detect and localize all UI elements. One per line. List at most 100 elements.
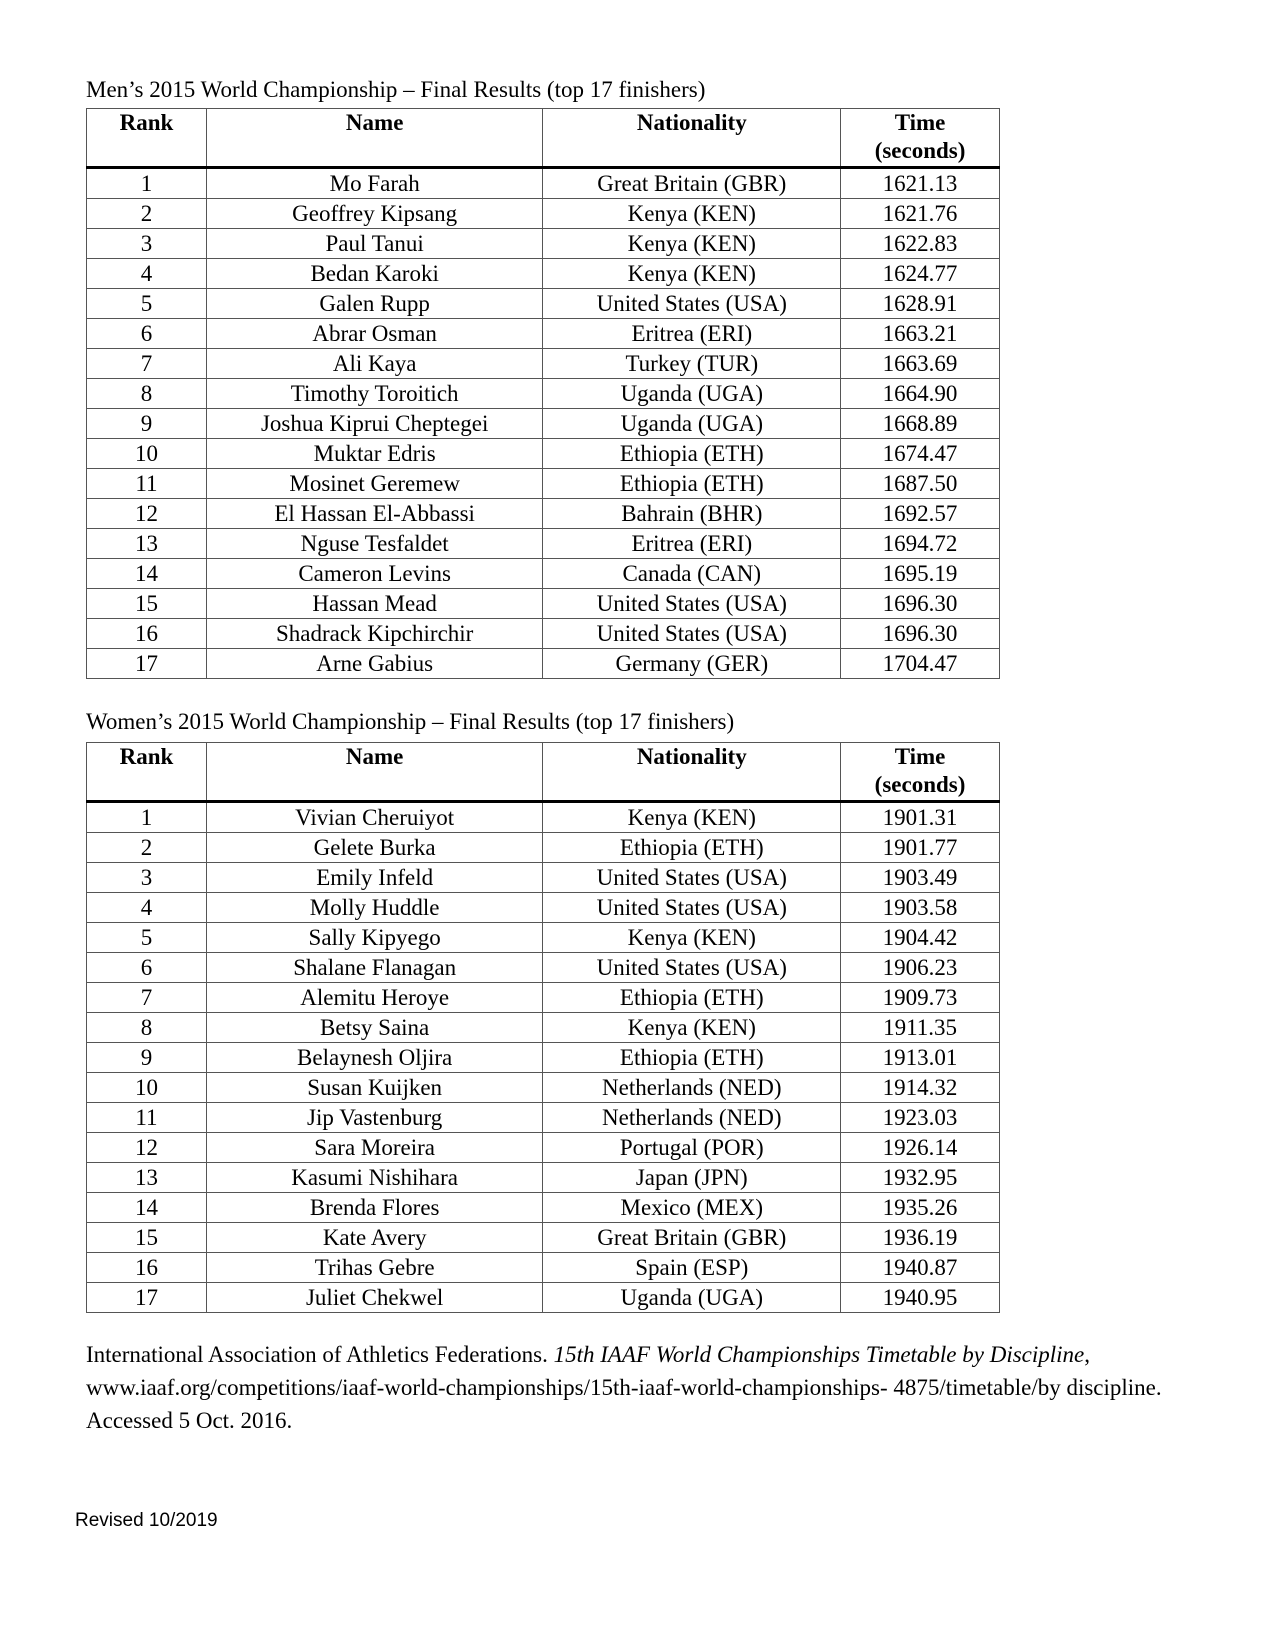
- nationality-cell: Eritrea (ERI): [542, 318, 842, 349]
- time-cell: 1901.31: [840, 801, 1000, 833]
- time-cell: 1940.87: [840, 1252, 1000, 1283]
- time-cell: 1901.77: [840, 832, 1000, 863]
- name-cell: Shalane Flanagan: [205, 952, 544, 983]
- name-cell: Joshua Kiprui Cheptegei: [205, 408, 544, 439]
- nationality-cell: Kenya (KEN): [542, 922, 842, 953]
- time-cell: 1936.19: [840, 1222, 1000, 1253]
- nationality-cell: Ethiopia (ETH): [542, 832, 842, 863]
- rank-cell: 4: [86, 258, 207, 289]
- name-cell: Timothy Toroitich: [205, 378, 544, 409]
- column-header: Rank: [86, 742, 207, 803]
- column-header: Name: [205, 742, 544, 803]
- rank-cell: 13: [86, 528, 207, 559]
- nationality-cell: Japan (JPN): [542, 1162, 842, 1193]
- table-row: 10 Muktar Edris Ethiopia (ETH) 1674.47: [86, 438, 1000, 469]
- citation-rest: , www.iaaf.org/competitions/iaaf-world-c…: [86, 1342, 1162, 1433]
- revision-note: Revised 10/2019: [75, 1510, 218, 1531]
- time-cell: 1663.21: [840, 318, 1000, 349]
- table-row: 14 Brenda Flores Mexico (MEX) 1935.26: [86, 1192, 1000, 1223]
- rank-cell: 7: [86, 348, 207, 379]
- name-cell: Paul Tanui: [205, 228, 544, 259]
- rank-cell: 10: [86, 438, 207, 469]
- name-cell: Susan Kuijken: [205, 1072, 544, 1103]
- rank-cell: 6: [86, 318, 207, 349]
- table-row: 2 Gelete Burka Ethiopia (ETH) 1901.77: [86, 832, 1000, 863]
- rank-cell: 5: [86, 288, 207, 319]
- rank-cell: 4: [86, 892, 207, 923]
- table-row: 10 Susan Kuijken Netherlands (NED) 1914.32: [86, 1072, 1000, 1103]
- table-row: 7 Ali Kaya Turkey (TUR) 1663.69: [86, 348, 1000, 379]
- column-header: Nationality: [542, 742, 842, 803]
- rank-cell: 12: [86, 1132, 207, 1163]
- name-cell: Mo Farah: [205, 167, 544, 199]
- nationality-cell: Bahrain (BHR): [542, 498, 842, 529]
- time-cell: 1696.30: [840, 618, 1000, 649]
- rank-cell: 15: [86, 588, 207, 619]
- nationality-cell: United States (USA): [542, 892, 842, 923]
- name-cell: Sally Kipyego: [205, 922, 544, 953]
- name-cell: Brenda Flores: [205, 1192, 544, 1223]
- time-cell: 1628.91: [840, 288, 1000, 319]
- rank-cell: 17: [86, 648, 207, 679]
- table-row: 13 Kasumi Nishihara Japan (JPN) 1932.95: [86, 1162, 1000, 1193]
- time-cell: 1911.35: [840, 1012, 1000, 1043]
- rank-cell: 15: [86, 1222, 207, 1253]
- time-cell: 1668.89: [840, 408, 1000, 439]
- nationality-cell: Kenya (KEN): [542, 198, 842, 229]
- rank-cell: 9: [86, 408, 207, 439]
- rank-cell: 8: [86, 378, 207, 409]
- nationality-cell: Spain (ESP): [542, 1252, 842, 1283]
- time-cell: 1622.83: [840, 228, 1000, 259]
- name-cell: Geoffrey Kipsang: [205, 198, 544, 229]
- citation-author: International Association of Athletics F…: [86, 1342, 554, 1367]
- name-cell: Alemitu Heroye: [205, 982, 544, 1013]
- table-row: 9 Belaynesh Oljira Ethiopia (ETH) 1913.01: [86, 1042, 1000, 1073]
- name-cell: Ali Kaya: [205, 348, 544, 379]
- time-cell: 1624.77: [840, 258, 1000, 289]
- rank-cell: 12: [86, 498, 207, 529]
- table-row: 14 Cameron Levins Canada (CAN) 1695.19: [86, 558, 1000, 589]
- name-cell: Nguse Tesfaldet: [205, 528, 544, 559]
- table-row: 2 Geoffrey Kipsang Kenya (KEN) 1621.76: [86, 198, 1000, 229]
- time-cell: 1904.42: [840, 922, 1000, 953]
- time-cell: 1909.73: [840, 982, 1000, 1013]
- name-cell: Muktar Edris: [205, 438, 544, 469]
- table-row: 12 Sara Moreira Portugal (POR) 1926.14: [86, 1132, 1000, 1163]
- rank-cell: 2: [86, 198, 207, 229]
- table-row: 11 Jip Vastenburg Netherlands (NED) 1923.03: [86, 1102, 1000, 1133]
- nationality-cell: Netherlands (NED): [542, 1102, 842, 1133]
- rank-cell: 14: [86, 1192, 207, 1223]
- time-cell: 1704.47: [840, 648, 1000, 679]
- table-row: 7 Alemitu Heroye Ethiopia (ETH) 1909.73: [86, 982, 1000, 1013]
- table-row: 9 Joshua Kiprui Cheptegei Uganda (UGA) 1668…: [86, 408, 1000, 439]
- rank-cell: 17: [86, 1282, 207, 1313]
- citation: International Association of Athletics F…: [86, 1338, 1206, 1437]
- time-cell: 1906.23: [840, 952, 1000, 983]
- table-row: 1 Mo Farah Great Britain (GBR) 1621.13: [86, 167, 1000, 199]
- table-row: 3 Paul Tanui Kenya (KEN) 1622.83: [86, 228, 1000, 259]
- name-cell: Emily Infeld: [205, 862, 544, 893]
- table-row: 4 Bedan Karoki Kenya (KEN) 1624.77: [86, 258, 1000, 289]
- table-row: 4 Molly Huddle United States (USA) 1903.58: [86, 892, 1000, 923]
- nationality-cell: Uganda (UGA): [542, 378, 842, 409]
- nationality-cell: Great Britain (GBR): [542, 167, 842, 199]
- time-cell: 1695.19: [840, 558, 1000, 589]
- name-cell: Cameron Levins: [205, 558, 544, 589]
- time-cell: 1940.95: [840, 1282, 1000, 1313]
- nationality-cell: Turkey (TUR): [542, 348, 842, 379]
- rank-cell: 14: [86, 558, 207, 589]
- table-row: 15 Kate Avery Great Britain (GBR) 1936.19: [86, 1222, 1000, 1253]
- table-row: 6 Abrar Osman Eritrea (ERI) 1663.21: [86, 318, 1000, 349]
- nationality-cell: Great Britain (GBR): [542, 1222, 842, 1253]
- rank-cell: 16: [86, 1252, 207, 1283]
- time-cell: 1696.30: [840, 588, 1000, 619]
- time-cell: 1914.32: [840, 1072, 1000, 1103]
- name-cell: Kasumi Nishihara: [205, 1162, 544, 1193]
- column-header: Name: [205, 108, 544, 169]
- name-cell: Sara Moreira: [205, 1132, 544, 1163]
- nationality-cell: Uganda (UGA): [542, 408, 842, 439]
- name-cell: Galen Rupp: [205, 288, 544, 319]
- column-header: Nationality: [542, 108, 842, 169]
- column-header: Rank: [86, 108, 207, 169]
- nationality-cell: Kenya (KEN): [542, 801, 842, 833]
